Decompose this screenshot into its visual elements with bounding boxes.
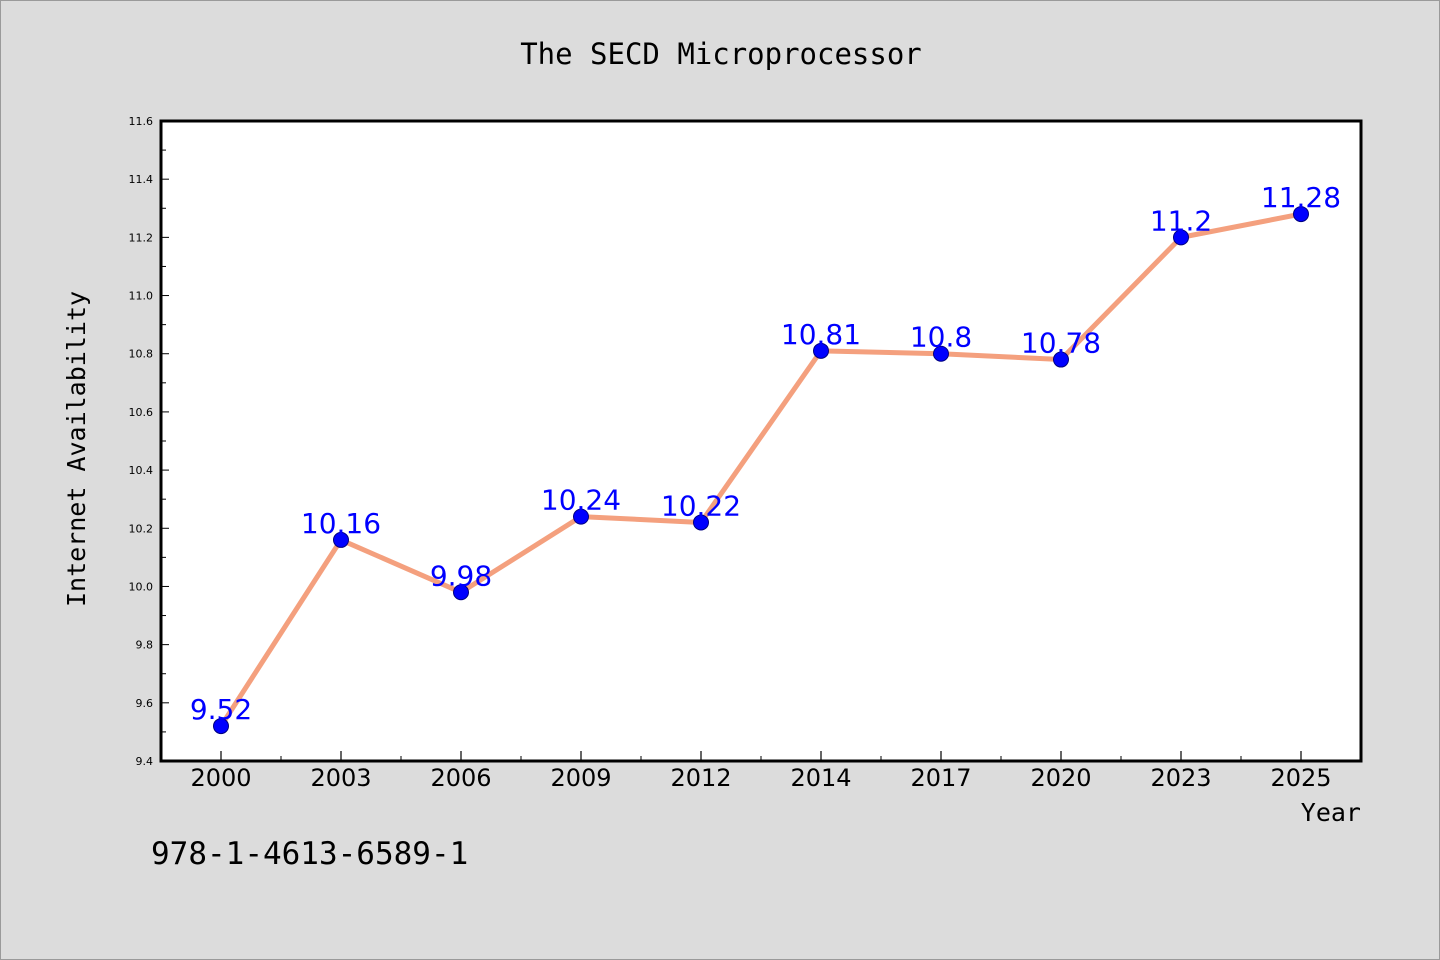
y-tick-label: 9.8: [136, 639, 154, 652]
data-point: [213, 718, 229, 735]
chart-title: The SECD Microprocessor: [520, 37, 922, 71]
x-tick-label: 2012: [670, 764, 731, 792]
x-tick-label: 2023: [1150, 764, 1211, 792]
y-axis-label: Internet Availability: [62, 291, 91, 607]
x-tick-label: 2000: [190, 764, 251, 792]
x-tick-label: 2009: [550, 764, 611, 792]
isbn-annotation: 978-1-4613-6589-1: [151, 836, 468, 872]
data-point: [573, 508, 589, 525]
y-tick-label: 11.4: [129, 173, 154, 186]
y-tick-label: 9.6: [136, 697, 154, 710]
y-axis-ticks: 9.4 9.6 9.8 10.0 10.2 10.4 10.6 10.8 11.0 11.2 11.…: [129, 115, 169, 768]
data-point: [1173, 229, 1189, 246]
x-tick-label: 2014: [790, 764, 851, 792]
data-label: 10.22: [661, 489, 741, 522]
x-axis-ticks: 2000 2003 2006 2009 2012 2014 2017 2020 2023 2025: [190, 751, 1332, 792]
data-labels: 9.52 10.16 9.98 10.24 10.22 10.81 10.8 10.78 11.…: [190, 181, 1341, 726]
series-line: [218, 211, 1304, 729]
series-markers: [213, 206, 1309, 735]
y-tick-label: 11.6: [129, 115, 154, 128]
data-point: [1293, 206, 1309, 223]
data-label: 10.16: [301, 507, 381, 540]
x-tick-label: 2017: [910, 764, 971, 792]
x-tick-label: 2025: [1270, 764, 1331, 792]
y-tick-label: 10.2: [129, 522, 154, 535]
y-tick-label: 11.2: [129, 231, 154, 244]
data-point: [813, 342, 829, 359]
y-tick-label: 9.4: [136, 755, 154, 768]
data-label: 10.81: [781, 318, 861, 351]
x-axis-label: Year: [1301, 798, 1361, 827]
data-point: [453, 584, 469, 601]
series-line-group: [218, 211, 1304, 729]
data-point: [333, 531, 349, 548]
x-tick-label: 2003: [310, 764, 371, 792]
data-point: [1053, 351, 1069, 368]
y-tick-label: 10.0: [129, 580, 154, 593]
y-tick-label: 10.6: [129, 406, 154, 419]
y-tick-label: 11.0: [129, 290, 154, 303]
data-label: 9.52: [190, 693, 252, 726]
data-point: [933, 345, 949, 362]
data-label: 11.2: [1150, 204, 1212, 237]
x-tick-label: 2020: [1030, 764, 1091, 792]
data-label: 10.8: [910, 321, 972, 354]
data-label: 11.28: [1261, 181, 1341, 214]
data-label: 10.78: [1021, 327, 1101, 360]
data-label: 10.24: [541, 484, 621, 517]
data-label: 9.98: [430, 559, 492, 592]
data-point: [693, 514, 709, 531]
y-tick-label: 10.4: [129, 464, 154, 477]
x-tick-label: 2006: [430, 764, 491, 792]
y-tick-label: 10.8: [129, 348, 154, 361]
plot-area: [159, 119, 1363, 763]
